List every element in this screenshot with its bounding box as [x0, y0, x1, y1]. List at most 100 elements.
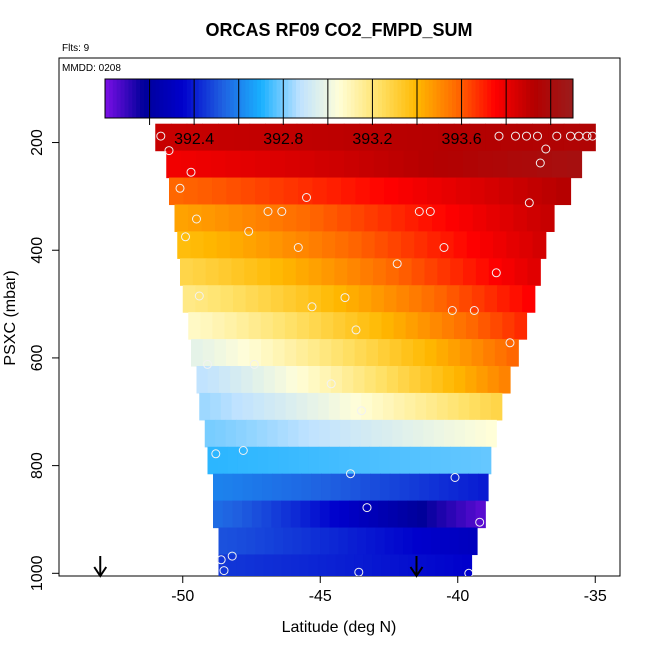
colorbar-segment — [471, 79, 476, 118]
colorbar-segment — [475, 79, 480, 118]
heatmap-cell — [413, 339, 426, 367]
heatmap-cell — [471, 339, 484, 367]
colorbar-segment — [495, 79, 500, 118]
heatmap-cell — [326, 554, 337, 576]
colorbar-segment — [222, 79, 227, 118]
heatmap-cell — [252, 366, 265, 394]
heatmap-cell — [310, 204, 325, 232]
colorbar-segment — [339, 79, 344, 118]
colorbar-segment — [245, 79, 250, 118]
colorbar-segment — [112, 79, 118, 118]
heatmap-cell — [459, 285, 473, 313]
colorbar-segment — [241, 79, 246, 118]
flight-point — [351, 325, 361, 335]
heatmap-row — [191, 339, 519, 367]
heatmap-cell — [384, 527, 395, 556]
colorbar-segment — [214, 79, 219, 118]
heatmap-cell — [492, 150, 508, 179]
heatmap-cell — [260, 312, 274, 340]
heatmap-cell — [392, 419, 404, 448]
heatmap-cell — [182, 285, 196, 313]
heatmap-cell — [490, 312, 503, 340]
heatmap-cell — [335, 231, 349, 259]
heatmap-cell — [412, 527, 423, 556]
heatmap-cell — [201, 204, 216, 232]
heatmap-cell — [462, 554, 473, 576]
heatmap-cell — [330, 473, 342, 502]
flight-point — [552, 131, 562, 141]
flight-point — [216, 555, 226, 565]
heatmap-cell — [418, 150, 434, 179]
heatmap-cell — [232, 473, 244, 502]
heatmap-cell — [318, 392, 330, 421]
flight-point — [450, 473, 460, 482]
colorbar-segment — [530, 79, 535, 118]
heatmap-cell — [475, 258, 490, 286]
heatmap-cell — [203, 231, 218, 259]
heatmap-cell — [271, 500, 282, 529]
heatmap-cell — [296, 312, 310, 340]
heatmap-cell — [513, 204, 528, 232]
heatmap-cell — [375, 527, 386, 556]
heatmap-cell — [455, 177, 471, 206]
colorbar-segment — [506, 79, 512, 118]
heatmap-cell — [411, 258, 426, 286]
colorbar-segment — [186, 79, 192, 118]
heatmap-cell — [255, 204, 270, 232]
heatmap-cell — [448, 473, 460, 502]
heatmap-cell — [345, 312, 358, 340]
heatmap-cell — [551, 150, 568, 179]
flight-point — [181, 232, 190, 242]
heatmap-row — [174, 204, 555, 232]
heatmap-cell — [258, 446, 269, 475]
heatmap-cell — [506, 231, 521, 259]
heatmap-cell — [210, 150, 227, 179]
y-tick-label: 200 — [29, 129, 46, 156]
heatmap-cell — [458, 392, 470, 421]
heatmap-cell — [371, 285, 385, 313]
heatmap-cell — [256, 419, 268, 448]
heatmap-cell — [466, 312, 479, 340]
heatmap-cell — [447, 392, 460, 421]
heatmap-cell — [286, 366, 298, 394]
heatmap-cell — [342, 339, 356, 367]
heatmap-cell — [361, 231, 376, 259]
flight-point — [505, 338, 515, 348]
colorbar-segment — [229, 79, 235, 118]
y-tick-label: 600 — [29, 344, 46, 371]
heatmap-cell — [269, 231, 284, 259]
heatmap-cell — [426, 554, 436, 576]
heatmap-cell — [379, 473, 391, 502]
heatmap-cell — [348, 231, 363, 259]
heatmap-cell — [358, 500, 370, 529]
heatmap-cell — [272, 312, 286, 340]
flight-point — [535, 158, 545, 168]
heatmap-cell — [441, 312, 455, 340]
heatmap-cell — [268, 446, 279, 475]
heatmap-cell — [232, 500, 243, 529]
colorbar-segment — [545, 79, 551, 118]
heatmap-cell — [399, 446, 411, 475]
colorbar-segment — [405, 79, 410, 118]
heatmap-cell — [240, 177, 256, 206]
heatmap-row — [166, 150, 583, 179]
heatmap-cell — [509, 285, 523, 313]
heatmap-cell — [283, 177, 299, 206]
heatmap-cell — [396, 285, 410, 313]
heatmap-cell — [462, 150, 479, 179]
heatmap-cell — [248, 312, 262, 340]
heatmap-cell — [427, 231, 442, 259]
heatmap-cell — [312, 123, 329, 152]
heatmap-cell — [486, 204, 501, 232]
colorbar-segment — [557, 79, 562, 118]
heatmap-cell — [366, 527, 377, 556]
heatmap-cell — [237, 339, 251, 367]
y-axis-label: PSXC (mbar) — [2, 270, 19, 365]
heatmap-cell — [478, 473, 489, 502]
heatmap-cell — [225, 150, 241, 179]
heatmap-cell — [323, 204, 338, 232]
heatmap-cell — [386, 366, 399, 394]
heatmap-cell — [249, 123, 266, 152]
heatmap-cell — [196, 366, 209, 394]
heatmap-cell — [434, 285, 448, 313]
